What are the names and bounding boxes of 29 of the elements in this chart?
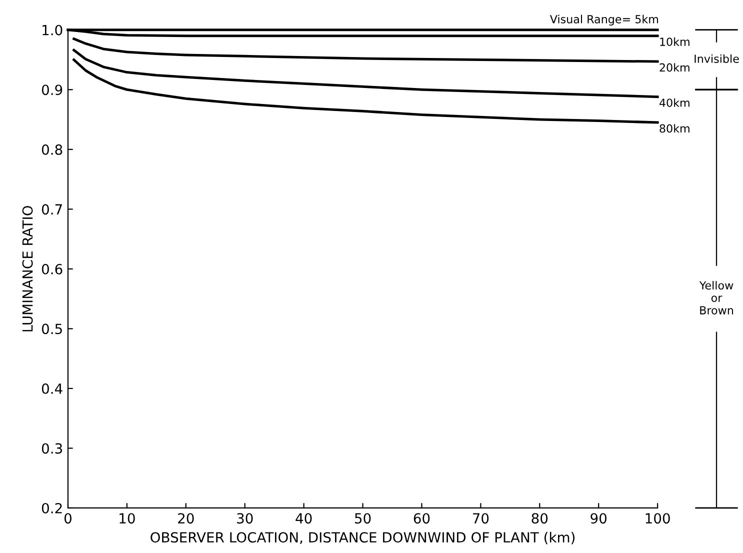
y-tick-label: 0.7 [42,204,62,215]
x-tick-label: 10 [120,513,135,524]
y-tick-label: 0.5 [42,324,62,334]
series-label: 10km [660,37,690,46]
y-tick-label: 0.9 [42,84,62,96]
series-label: 80km [660,124,690,133]
y-tick-label: 0.2 [42,502,62,514]
x-tick-label: 70 [472,513,489,524]
text: Yellow or Brown [699,280,734,314]
y-tick-label: 0.3 [42,443,62,454]
y-tick-label: 0.8 [42,144,62,155]
series-label: 40km [659,98,690,107]
x-tick-label: 0 [64,513,72,524]
x-tick-label: 50 [355,513,371,524]
text: Invisible [694,54,739,63]
x-tick-label: 30 [237,513,253,524]
x-axis-title: OBSERVER LOCATION, DISTANCE DOWNWIND OF PLANT (km) [150,532,575,544]
x-tick-label: 40 [296,513,312,524]
series-label: Visual Range= 5km [550,14,658,26]
y-axis-title: LUMINANCE RATIO [22,206,33,332]
y-tick-label: 0.6 [42,264,62,274]
x-tick-label: 100 [646,513,670,524]
y-tick-label: 0.4 [42,383,62,394]
y-tick-label: 1.0 [42,24,62,36]
x-tick-label: 60 [414,513,430,524]
x-tick-label: 80 [532,513,548,524]
x-tick-label: 90 [590,513,607,524]
series-label: 20km [660,63,690,72]
x-tick-label: 20 [178,513,194,524]
